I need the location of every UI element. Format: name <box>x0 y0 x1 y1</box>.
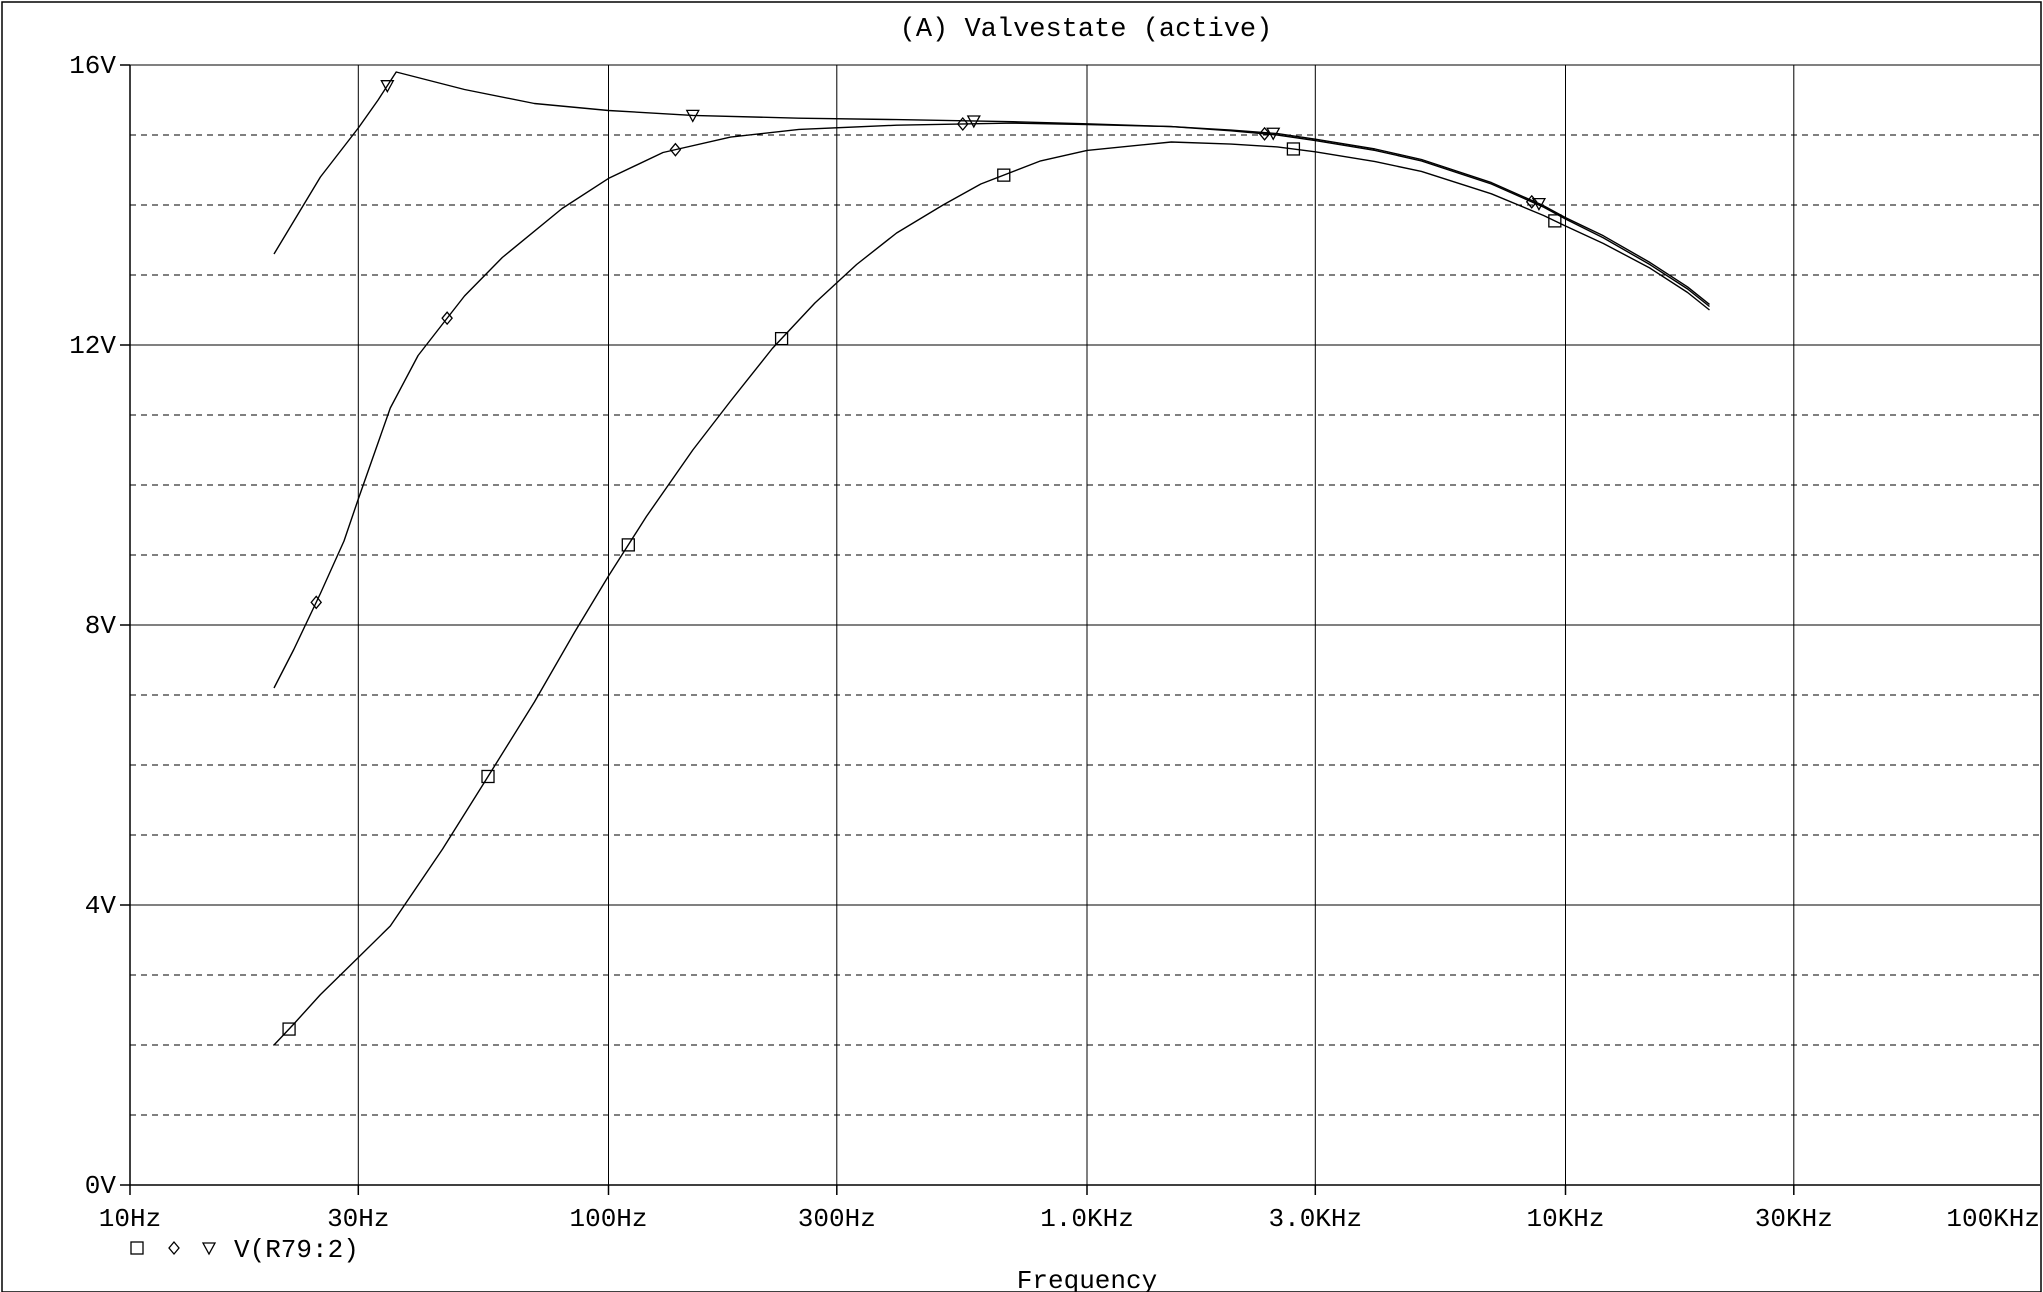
y-tick-label: 16V <box>69 51 116 81</box>
legend-label: V(R79:2) <box>234 1235 359 1265</box>
marker-triangle <box>685 109 700 123</box>
marker-diamond <box>1525 194 1538 209</box>
marker-square <box>282 1022 296 1036</box>
marker-triangle <box>1531 197 1547 211</box>
x-axis-label: Frequency <box>1017 1266 1157 1292</box>
x-tick-label: 3.0KHz <box>1268 1204 1362 1234</box>
marker-diamond <box>956 116 969 132</box>
marker-square <box>481 769 495 784</box>
marker-diamond <box>669 142 682 157</box>
x-tick-label: 100Hz <box>569 1204 647 1234</box>
series-line-triangle <box>273 71 1710 305</box>
marker-diamond <box>168 1240 180 1256</box>
marker-diamond <box>441 311 453 326</box>
chart-title: (A) Valvestate (active) <box>900 15 1273 45</box>
marker-square <box>1286 142 1301 156</box>
x-tick-label: 10KHz <box>1526 1204 1604 1234</box>
series-line-diamond <box>273 122 1710 689</box>
y-tick-label: 8V <box>85 611 117 641</box>
legend: V(R79:2) <box>130 1235 359 1265</box>
y-tick-label: 12V <box>69 331 116 361</box>
y-tick-label: 0V <box>85 1171 117 1201</box>
marker-triangle <box>966 115 981 129</box>
marker-square <box>997 168 1011 182</box>
gridlines <box>130 64 2040 1185</box>
marker-triangle <box>380 80 395 94</box>
data-markers <box>282 80 1562 1036</box>
x-tick-label: 30KHz <box>1755 1204 1833 1234</box>
curves <box>273 71 1710 1046</box>
series-line-square <box>273 141 1710 1046</box>
marker-diamond <box>310 595 323 610</box>
y-tick-label: 4V <box>85 891 117 921</box>
marker-square <box>621 538 635 552</box>
x-tick-label: 30Hz <box>327 1204 389 1234</box>
marker-triangle <box>1266 127 1281 141</box>
x-tick-label: 10Hz <box>99 1204 161 1234</box>
marker-square <box>1548 214 1562 228</box>
axis-labels: 0V 4V 8V 12V 16V 10Hz 30Hz 100Hz 300Hz 1.0KHz 3.0K… <box>69 15 2040 1292</box>
x-tick-label: 100KHz <box>1946 1204 2040 1234</box>
marker-square <box>130 1241 144 1255</box>
marker-square <box>774 331 789 346</box>
x-tick-label: 300Hz <box>798 1204 876 1234</box>
marker-triangle <box>201 1242 217 1256</box>
marker-diamond <box>1258 126 1271 141</box>
x-tick-label: 1.0KHz <box>1040 1204 1134 1234</box>
